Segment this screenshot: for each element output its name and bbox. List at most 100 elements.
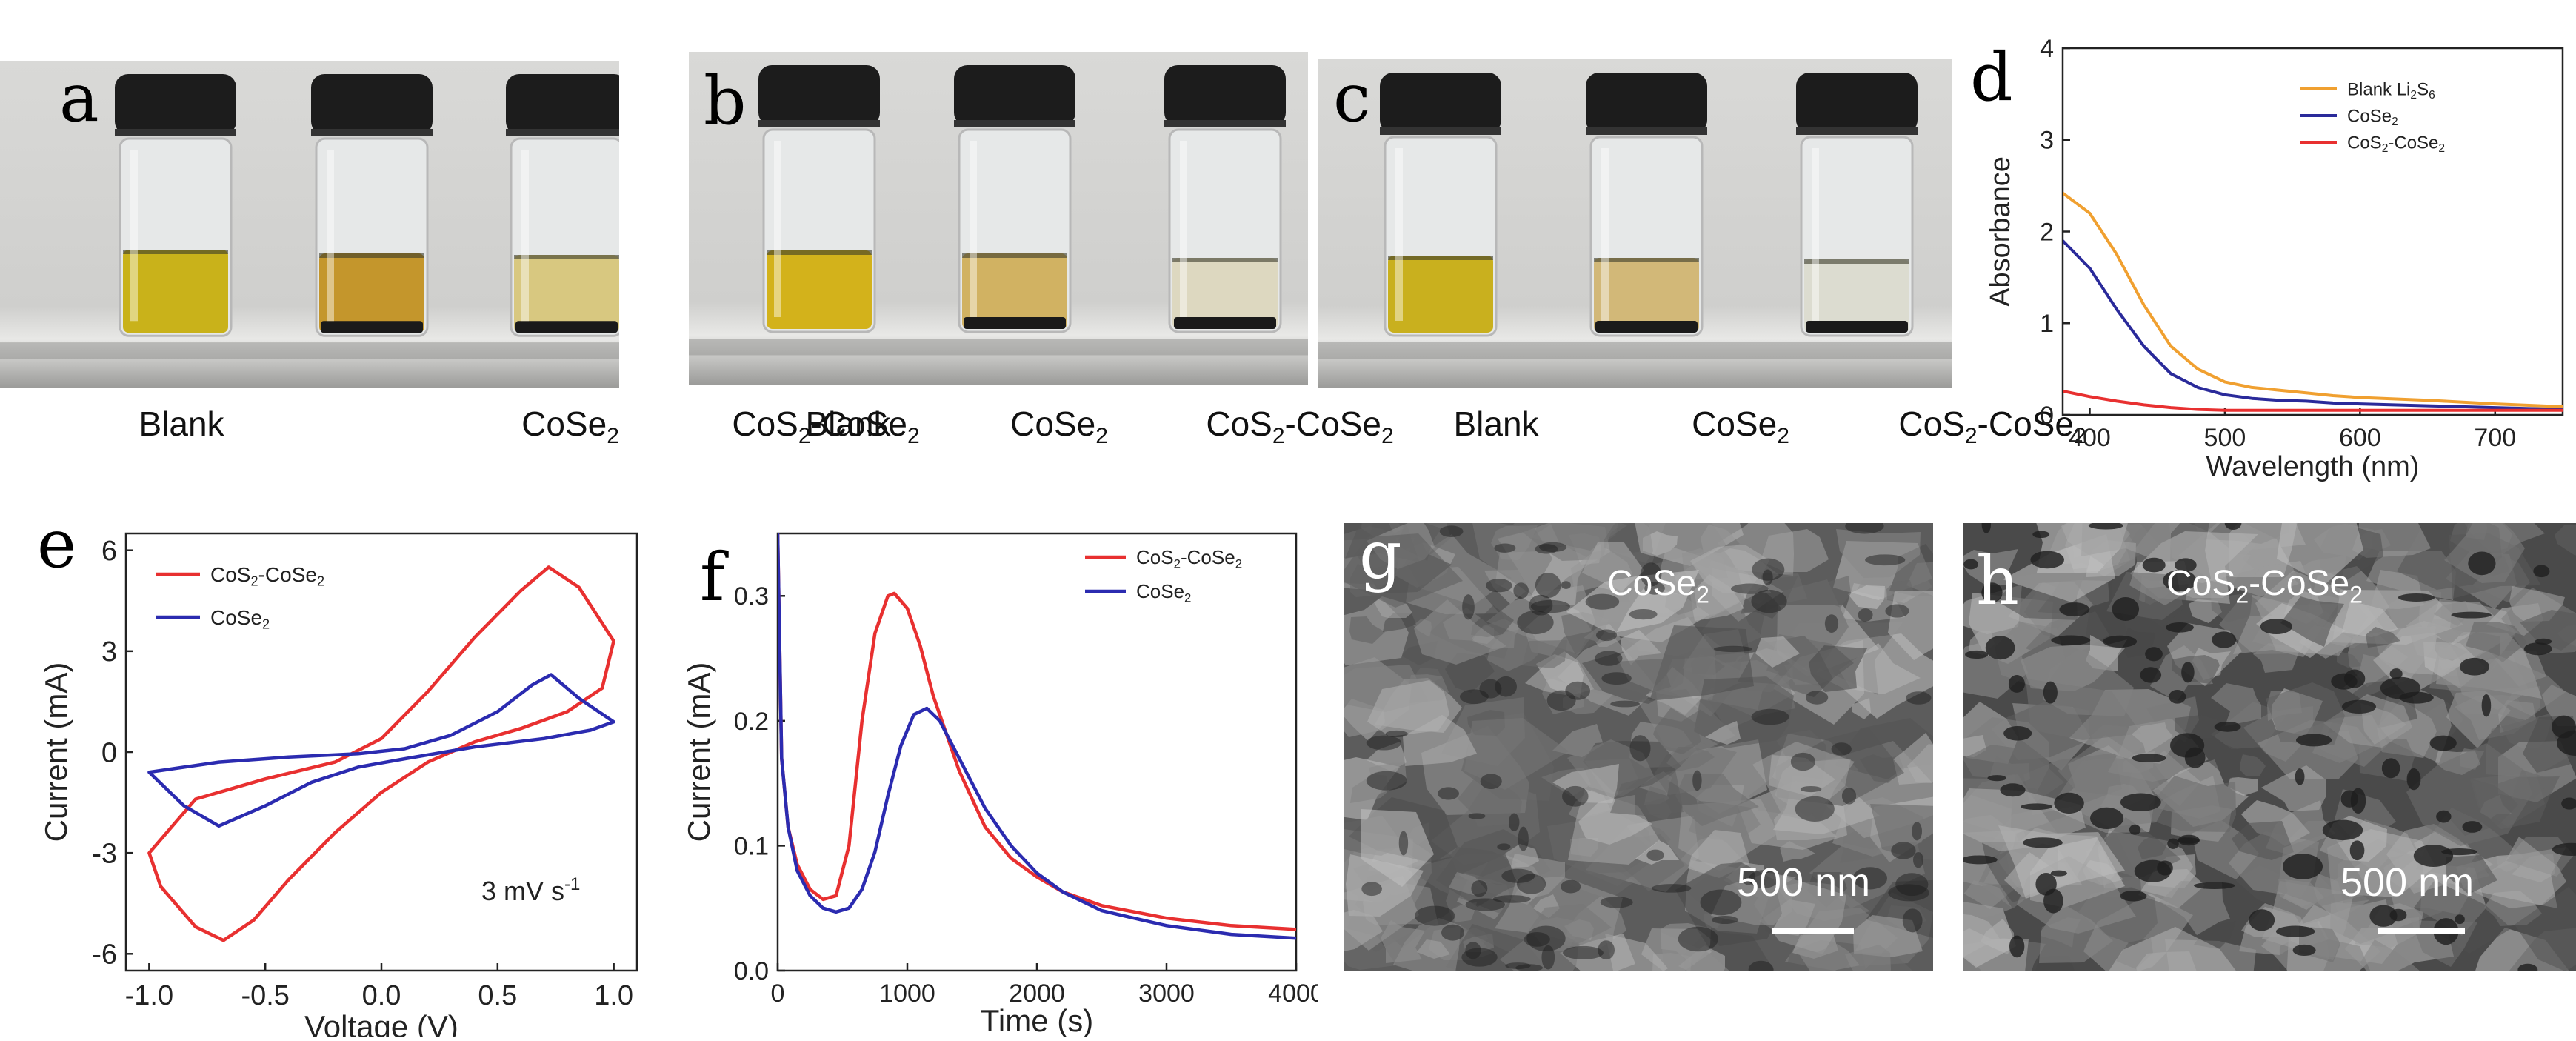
sem-pore — [2369, 905, 2398, 927]
sem-pore — [2169, 689, 2186, 704]
sem-pore — [1530, 599, 1570, 613]
x-tick-label: 500 — [2204, 424, 2246, 452]
y-axis-label: Current (mA) — [44, 662, 73, 842]
sem-pore — [1751, 589, 1787, 613]
vial-sediment — [964, 317, 1066, 329]
series-line-2 — [147, 673, 615, 828]
sem-pore — [1902, 908, 1923, 933]
x-tick-label: 700 — [2474, 424, 2516, 452]
sem-pore — [1751, 708, 1789, 725]
series-line-1 — [147, 565, 615, 942]
vial-cap — [311, 74, 433, 135]
vial-2 — [1586, 73, 1707, 337]
sem-pore — [2214, 722, 2241, 732]
sem-pore — [2103, 635, 2138, 648]
sem-image-h — [1963, 523, 2576, 971]
x-tick-label: 1.0 — [594, 980, 633, 1011]
sem-flake — [2232, 821, 2294, 860]
sem-pore — [1981, 582, 2003, 603]
vial-cap — [1164, 65, 1286, 126]
sem-flake — [1809, 645, 1867, 692]
sem-pore — [1480, 774, 1502, 789]
y-tick-label: 3 — [101, 636, 117, 668]
x-axis-label: Voltage (V) — [304, 1009, 458, 1037]
y-tick-label: 4 — [2040, 35, 2054, 63]
panel-letter-g: g — [1359, 516, 1402, 594]
sem-pore — [1518, 826, 1529, 851]
sem-flake — [2043, 648, 2134, 716]
sem-pore — [1501, 868, 1535, 883]
x-tick-label: 2000 — [1009, 980, 1065, 1008]
vial-liquid — [962, 253, 1067, 329]
sem-pore — [1535, 572, 1561, 599]
sem-pore — [2184, 747, 2206, 768]
vial-liquid — [1388, 256, 1493, 333]
x-tick-label: 400 — [2069, 424, 2111, 452]
sem-flake — [2337, 651, 2362, 668]
sem-pore — [2009, 935, 2025, 958]
sem-pore — [1845, 523, 1884, 534]
panel-letter-h: h — [1976, 542, 2019, 620]
panel-letter-c: c — [1333, 59, 1371, 137]
y-axis-label: Absorbance — [1985, 156, 2016, 307]
sem-flake — [1551, 523, 1627, 551]
sem-pore — [1513, 582, 1529, 599]
vial-liquid — [319, 253, 424, 333]
sem-pore — [1415, 905, 1455, 926]
sem-pore — [2429, 735, 2457, 751]
sem-g-scale-label: 500 nm — [1737, 860, 1871, 905]
sem-pore — [1824, 614, 1839, 633]
sem-pore — [1561, 581, 1571, 589]
sem-pore — [1465, 898, 1506, 911]
panel-letter-d: d — [1970, 39, 2013, 116]
sem-pore — [1526, 925, 1566, 952]
sem-flake — [1995, 622, 2065, 690]
sem-pore — [1865, 554, 1906, 566]
sem-pore — [2059, 602, 2090, 617]
sem-pore — [2132, 754, 2166, 763]
sem-pore — [1459, 689, 1489, 705]
panel-letter-a: a — [59, 59, 99, 137]
sem-pore — [1692, 770, 1702, 791]
sem-pore — [1644, 582, 1665, 595]
sem-flake — [1361, 809, 1434, 887]
sem-pore — [2552, 715, 2576, 739]
sem-pore — [2181, 662, 2195, 683]
sem-pore — [2552, 842, 2576, 856]
sem-pore — [1366, 771, 1407, 791]
sem-flake — [2555, 525, 2576, 556]
y-tick-label: 0.3 — [734, 582, 769, 611]
sem-pore — [1841, 788, 1857, 805]
sem-flake — [2132, 722, 2173, 754]
sem-pore — [1805, 691, 1829, 705]
sem-pore — [1629, 735, 1651, 762]
sem-pore — [1852, 867, 1888, 890]
sem-pore — [1546, 690, 1576, 711]
sem-pore — [2043, 888, 2063, 914]
sem-pore — [1748, 870, 1779, 888]
vial-label-cos2-cose2: CoS2-CoSe2 — [1206, 405, 1394, 449]
y-tick-label: 6 — [101, 536, 117, 567]
sem-pore — [1731, 583, 1769, 594]
sem-pore — [1906, 691, 1932, 705]
sem-pore — [2112, 596, 2140, 622]
x-tick-label: -0.5 — [241, 980, 289, 1011]
vial-1 — [115, 74, 236, 337]
sem-pore — [1700, 889, 1742, 916]
x-tick-label: 0.5 — [478, 980, 517, 1011]
vial-liquid — [123, 250, 228, 333]
legend: Blank Li2S6 CoSe2 CoS2-CoSe2 — [2300, 79, 2445, 155]
sem-pore — [2296, 734, 2332, 747]
sem-flake — [1472, 523, 1552, 595]
sem-flake — [1780, 841, 1815, 862]
scan-rate-annotation: 3 mV s-1 — [481, 874, 580, 906]
sem-pore — [1441, 924, 1464, 941]
sem-pore — [1563, 945, 1604, 959]
sem-flake — [2515, 887, 2576, 971]
sem-pore — [1585, 593, 1620, 610]
vial-1 — [1380, 73, 1501, 337]
sem-pore — [1891, 842, 1916, 859]
sem-pore — [1561, 879, 1581, 894]
sem-flake — [1367, 680, 1449, 736]
sem-pore — [2468, 551, 2496, 576]
